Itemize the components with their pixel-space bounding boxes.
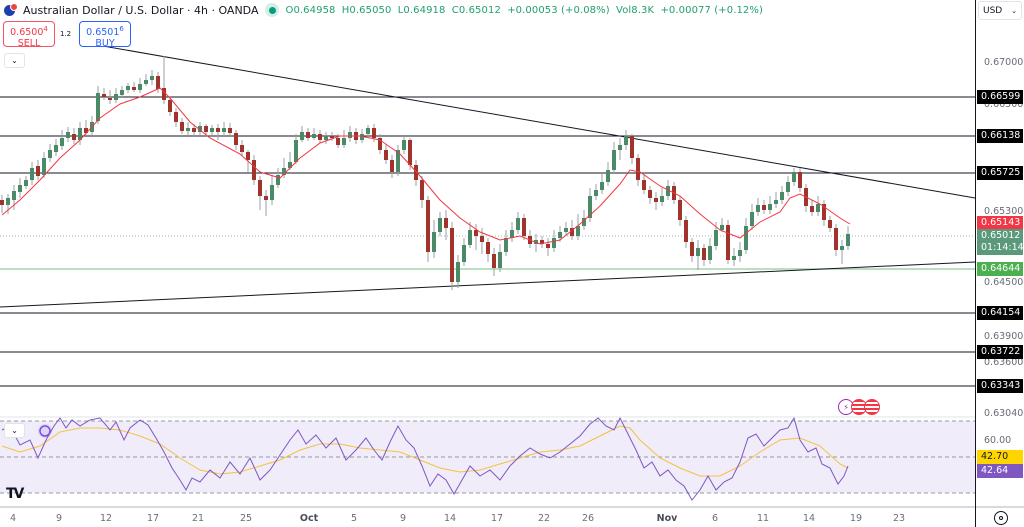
sell-button[interactable]: 0.65004 SELL [3, 21, 55, 50]
price-level-tag: 0.63722 [977, 345, 1023, 359]
sell-label: SELL [17, 38, 41, 50]
spread-value: 1.2 [60, 30, 72, 38]
us-flag-event-icon[interactable] [864, 399, 880, 415]
price-axis-label: 0.65300 [984, 206, 1024, 217]
ohlc-values: O0.64958 H0.65050 L0.64918 C0.65012 +0.0… [285, 5, 766, 16]
high-value: H0.65050 [341, 4, 392, 16]
tradingview-logo[interactable]: TV [6, 486, 24, 502]
price-axis-label: 0.66500 [984, 99, 1024, 110]
time-axis-label: 22 [537, 513, 551, 524]
volume-value: Vol8.3K [616, 4, 655, 16]
price-axis-label: 0.63040 [984, 408, 1024, 419]
price-level-tag: 0.66599 [977, 90, 1023, 104]
time-axis-label: 12 [99, 513, 113, 524]
trendlines [0, 41, 976, 308]
rsi-axis-label: 60.00 [984, 435, 1012, 446]
market-open-status-icon[interactable] [265, 3, 280, 17]
current-price-value: 0.65012 [981, 230, 1021, 241]
price-level-tag: 0.66138 [977, 129, 1023, 143]
price-level-tag: 0.64154 [977, 306, 1023, 320]
buy-price-pip: 6 [119, 25, 124, 33]
price-axis-label: 0.67000 [984, 57, 1024, 68]
chevron-down-icon: ⌄ [11, 426, 18, 435]
price-level-tag: 0.63343 [977, 379, 1023, 393]
time-axis-label: 21 [191, 513, 205, 524]
settings-icon[interactable] [994, 511, 1008, 525]
price-axis-label: 0.63900 [984, 331, 1024, 342]
sell-price: 0.6500 [10, 27, 44, 39]
time-axis-label: 9 [399, 513, 407, 524]
time-axis-label: 17 [146, 513, 160, 524]
aud-usd-flag-icon [4, 3, 18, 17]
time-axis-label: 26 [581, 513, 595, 524]
currency-label: USD [983, 5, 1003, 16]
buy-button[interactable]: 0.65016 BUY [79, 21, 131, 50]
economic-events: ⚡ [838, 399, 880, 415]
time-axis-label: 5 [350, 513, 358, 524]
price-level-tag: 0.64644 [977, 262, 1023, 276]
price-axis-label: 0.63600 [984, 357, 1024, 368]
buy-price: 0.6501 [86, 27, 120, 39]
bar-countdown: 01:14:14 [981, 242, 1024, 253]
rsi-indicator-icon[interactable] [38, 424, 52, 438]
time-axis-label: 4 [9, 513, 17, 524]
chevron-down-icon: ⌄ [11, 56, 18, 65]
time-axis-label: Nov [656, 513, 678, 524]
price-axis-label: 0.64500 [984, 277, 1024, 288]
time-axis-label: 23 [892, 513, 906, 524]
sell-price-pip: 4 [43, 25, 48, 33]
moving-average-line [1, 87, 851, 245]
close-value: C0.65012 [451, 4, 501, 16]
time-axis-label: 14 [443, 513, 457, 524]
symbol-legend: Australian Dollar / U.S. Dollar · 4h · O… [4, 2, 766, 18]
buy-label: BUY [95, 38, 115, 50]
collapse-legend-button[interactable]: ⌄ [4, 53, 25, 68]
rsi-line [1, 416, 849, 501]
time-axis-label: 14 [802, 513, 816, 524]
current-price-tag: 0.65012 01:14:14 [977, 229, 1024, 255]
chevron-down-icon: ⌄ [1011, 6, 1017, 15]
time-axis-label: 11 [756, 513, 770, 524]
time-axis-label: 25 [239, 513, 253, 524]
open-value: O0.64958 [285, 4, 336, 16]
time-axis-label: 19 [849, 513, 863, 524]
time-axis-label: 9 [55, 513, 63, 524]
time-axis-label: 6 [711, 513, 719, 524]
price-level-tag: 0.65725 [977, 166, 1023, 180]
time-axis-label: 17 [490, 513, 504, 524]
candlesticks [0, 56, 850, 290]
symbol-title[interactable]: Australian Dollar / U.S. Dollar · 4h · O… [23, 3, 259, 17]
price-level-tag: 0.65143 [977, 216, 1023, 230]
change-value: +0.00053 (+0.08%) [507, 4, 610, 16]
time-axis-label: Oct [299, 513, 319, 524]
rsi-bands [0, 420, 975, 494]
collapse-rsi-legend-button[interactable]: ⌄ [4, 423, 25, 438]
currency-selector[interactable]: USD ⌄ [978, 1, 1022, 20]
rsi-value-tag: 42.64 [977, 464, 1023, 478]
rsi-ma-line [1, 425, 849, 477]
change2-value: +0.00077 (+0.12%) [660, 4, 763, 16]
low-value: L0.64918 [397, 4, 446, 16]
rsi-value-tag: 42.70 [977, 450, 1023, 464]
